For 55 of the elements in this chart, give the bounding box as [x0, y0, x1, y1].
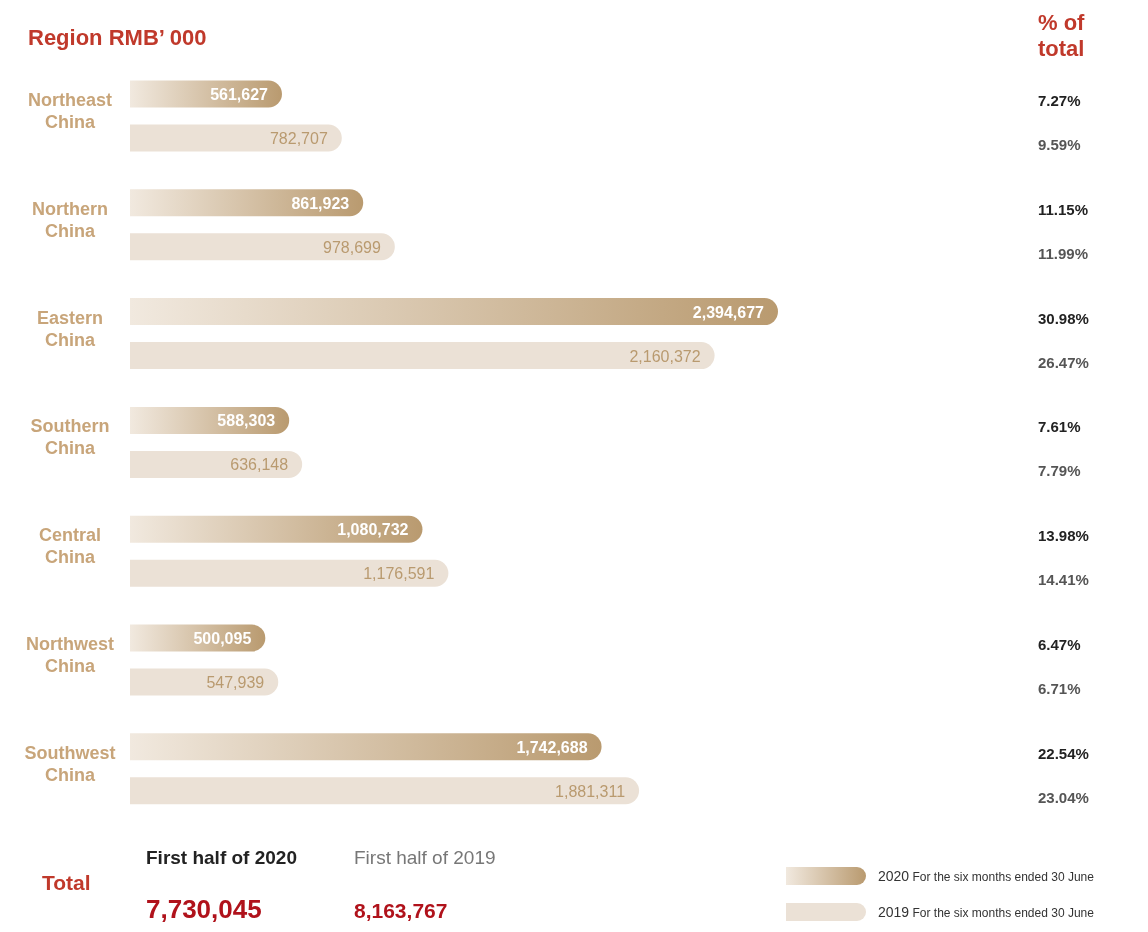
data-label: 1,176,591 — [363, 565, 435, 583]
y-tick-label: Southwest China — [24, 742, 116, 785]
data-label: 2,160,372 — [629, 347, 701, 365]
bar — [130, 733, 602, 761]
bar — [130, 559, 449, 587]
data-label: 1,080,732 — [337, 521, 409, 539]
text: Total — [42, 871, 91, 894]
chart-title: Region RMB’ 000 — [28, 25, 207, 50]
text: 6.71% — [1038, 680, 1081, 697]
bar — [130, 777, 640, 805]
text: 9.59% — [1038, 136, 1081, 153]
data-label: 1,742,688 — [516, 738, 588, 756]
text: 2020 For the six months ended 30 June — [878, 868, 1095, 884]
text: 26.47% — [1038, 353, 1089, 371]
data-label: 1,881,311 — [555, 782, 626, 800]
data-label: 782,707 — [269, 130, 328, 147]
bar — [130, 515, 423, 543]
text: 30.98% — [1038, 309, 1089, 327]
text: 8,163,767 — [354, 899, 448, 922]
data-label: 588,303 — [217, 412, 276, 430]
y-tick-label: Northern China — [32, 198, 108, 241]
data-label: 500,095 — [193, 630, 252, 647]
data-label: 2,394,677 — [692, 303, 765, 321]
text: First half of 2019 — [354, 847, 496, 868]
bar — [130, 298, 778, 326]
text: 7,730,045 — [146, 894, 262, 924]
text: 7.61% — [1038, 418, 1081, 436]
data-label: 636,148 — [230, 456, 289, 474]
bar — [130, 233, 395, 261]
text: 23.04% — [1038, 788, 1089, 806]
y-tick-label: Northwest China — [25, 634, 115, 676]
bar — [130, 124, 342, 152]
data-label: 978,699 — [322, 238, 381, 256]
y-tick-label: Eastern China — [36, 307, 104, 350]
text: 11.15% — [1038, 200, 1089, 218]
data-label: 561,627 — [210, 86, 269, 103]
data-label: 861,923 — [291, 194, 350, 212]
y-tick-label: Central China — [38, 525, 102, 568]
bar — [130, 668, 279, 696]
text: 22.54% — [1038, 744, 1089, 762]
bar — [130, 450, 303, 478]
bar — [130, 189, 364, 217]
text: 11.99% — [1038, 244, 1089, 262]
y-tick-label: Southern China — [30, 416, 110, 459]
data-label: 547,939 — [206, 674, 265, 691]
y-tick-label: Northeast China — [27, 90, 113, 132]
text: 2019 For the six months ended 30 June — [878, 904, 1095, 920]
text: 13.98% — [1038, 527, 1089, 545]
text: 7.79% — [1038, 462, 1081, 480]
text: 14.41% — [1038, 571, 1089, 589]
text: First half of 2020 — [146, 847, 297, 868]
text: % of total — [1038, 10, 1086, 61]
text: 6.47% — [1038, 636, 1081, 653]
text: 7.27% — [1038, 92, 1081, 109]
bar — [130, 342, 715, 370]
